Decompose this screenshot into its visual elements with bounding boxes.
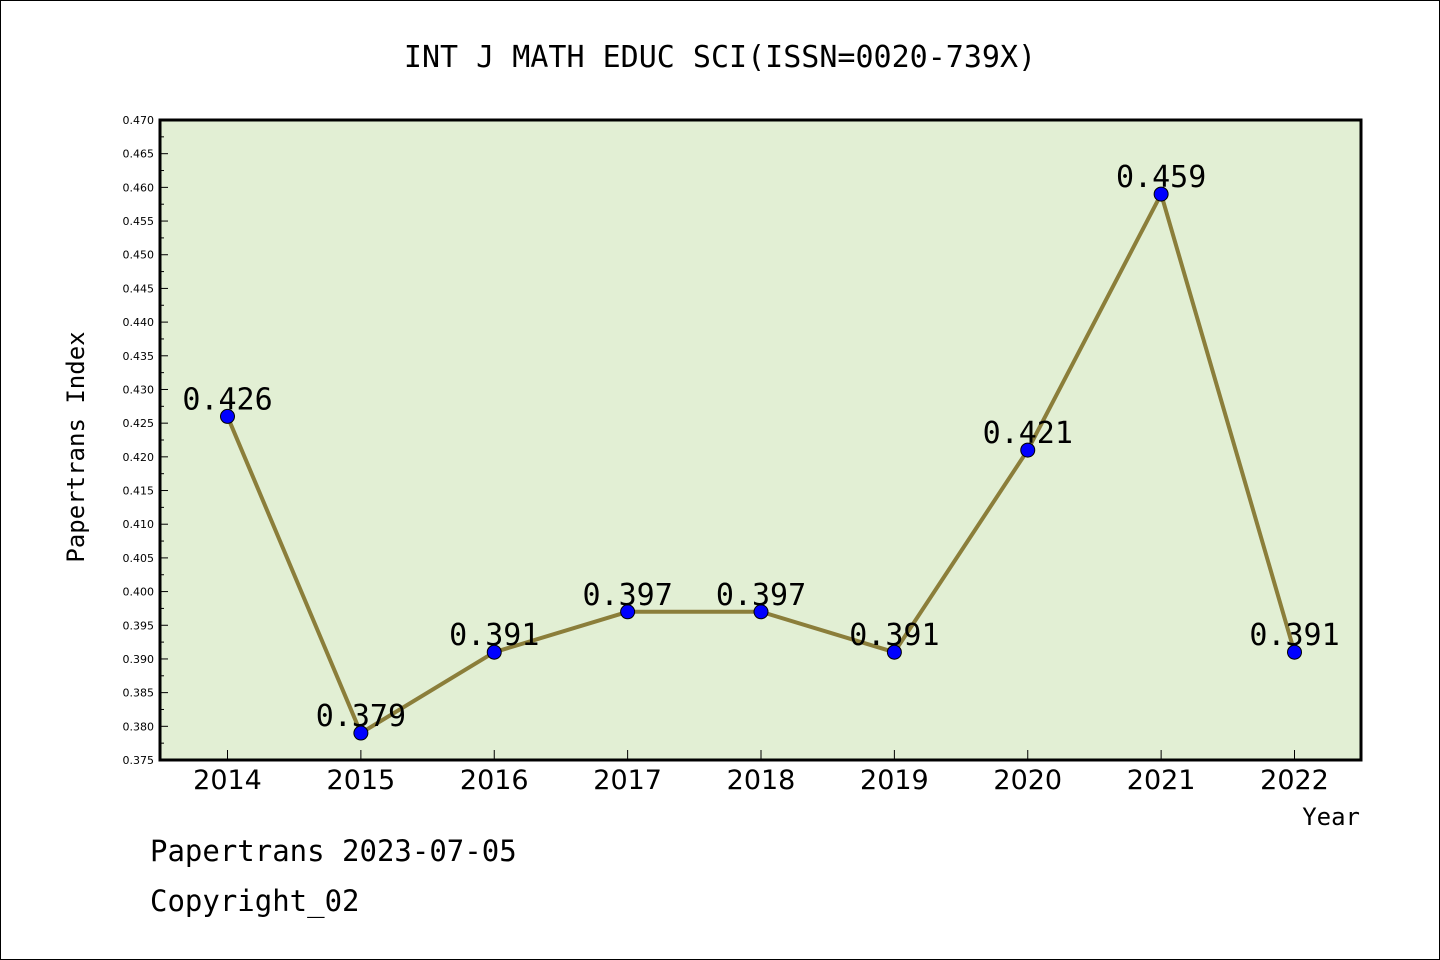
data-label: 0.391 [449, 618, 539, 653]
data-label: 0.397 [582, 578, 672, 613]
chart-title: INT J MATH EDUC SCI(ISSN=0020-739X) [404, 40, 1036, 75]
footer-copyright: Copyright_02 [150, 884, 360, 918]
data-point [1153, 186, 1169, 202]
x-tick-label: 2022 [1260, 765, 1329, 796]
y-tick-label: 0.375 [123, 754, 155, 767]
y-tick-label: 0.445 [123, 282, 155, 295]
data-point [486, 644, 502, 660]
x-tick-label: 2016 [460, 765, 529, 796]
x-tick-label: 2017 [593, 765, 662, 796]
y-tick-label: 0.430 [123, 383, 155, 396]
y-tick-label: 0.410 [123, 518, 155, 531]
series-line-group: 0.426 0.379 0.391 0.397 0.397 0.391 0.421 0.459… [182, 160, 1340, 741]
data-point [886, 644, 902, 660]
data-point [220, 408, 235, 424]
data-label: 0.391 [849, 618, 939, 653]
x-tick-label: 2014 [193, 765, 262, 796]
y-tick-label: 0.465 [123, 148, 155, 161]
y-tick-label: 0.405 [123, 552, 155, 565]
x-tick-label: 2018 [727, 765, 796, 796]
data-point [620, 604, 636, 620]
x-tick-label: 2019 [860, 765, 929, 796]
y-tick-label: 0.460 [123, 181, 155, 194]
plot-border [158, 118, 1363, 762]
y-tick-label: 0.395 [123, 619, 155, 632]
y-tick-label: 0.450 [123, 249, 155, 262]
y-tick-label: 0.400 [123, 586, 155, 599]
plot-area [160, 120, 1361, 760]
y-tick-label: 0.470 [123, 114, 155, 127]
data-label: 0.426 [182, 382, 272, 417]
data-point [753, 604, 769, 620]
x-axis-label: Year [1302, 803, 1360, 831]
data-label: 0.459 [1116, 160, 1206, 195]
y-tick-label: 0.440 [123, 316, 155, 329]
x-tick-label: 2020 [993, 765, 1062, 796]
y-tick-label: 0.415 [123, 485, 155, 498]
data-label: 0.397 [716, 578, 806, 613]
y-tick-label: 0.435 [123, 350, 155, 363]
y-tick-label: 0.385 [123, 687, 155, 700]
y-tick-label: 0.380 [123, 720, 155, 733]
data-label: 0.379 [316, 699, 406, 734]
y-tick-label: 0.455 [123, 215, 155, 228]
data-label: 0.391 [1249, 618, 1339, 653]
footer-date: Papertrans 2023-07-05 [150, 834, 517, 868]
data-point [353, 725, 369, 741]
y-tick-label: 0.390 [123, 653, 155, 666]
y-axis-label: Papertrans Index [62, 331, 90, 562]
data-label: 0.421 [983, 416, 1073, 451]
data-point [1287, 644, 1302, 660]
x-tick-label: 2015 [327, 765, 396, 796]
x-axis: 2014 2015 2016 2017 2018 2019 2020 2021 2022 [193, 750, 1329, 796]
y-tick-label: 0.425 [123, 417, 155, 430]
y-tick-label: 0.420 [123, 451, 155, 464]
x-tick-label: 2021 [1127, 765, 1196, 796]
data-point [1020, 442, 1036, 458]
